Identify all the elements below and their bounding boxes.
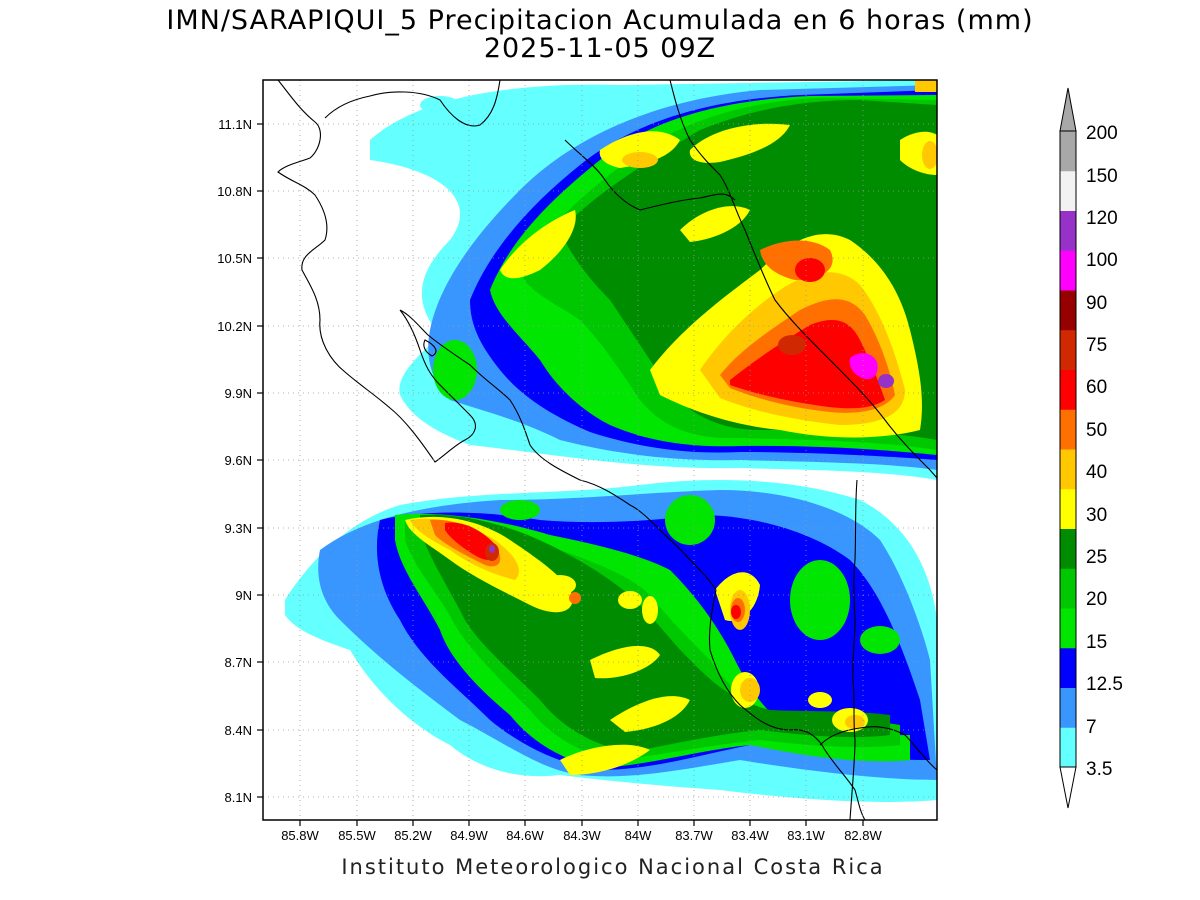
lon-tick-label: 84.3W [563, 828, 601, 843]
legend-color-cell [1060, 449, 1076, 490]
legend-level-label: 100 [1086, 250, 1118, 271]
legend-color-cell [1060, 250, 1076, 291]
legend-level-label: 30 [1086, 505, 1107, 526]
legend-color-cell [1060, 727, 1076, 768]
legend-color-cell [1060, 210, 1076, 251]
legend-level-label: 7 [1086, 717, 1097, 738]
legend-colorbar: 200 150 120 100 90 75 60 50 40 30 25 20 … [1059, 87, 1123, 809]
legend-color-cell [1060, 687, 1076, 728]
legend-level-label: 15 [1086, 632, 1107, 653]
lat-tick-label: 8.1N [225, 790, 252, 805]
lon-tick-label: 84.6W [506, 828, 544, 843]
lon-tick-label: 82.8W [844, 828, 882, 843]
legend-level-label: 60 [1086, 377, 1107, 398]
legend-color-cell [1060, 488, 1076, 529]
legend-level-label: 200 [1086, 123, 1118, 144]
lon-tick-label: 85.8W [281, 828, 319, 843]
legend-color-cell [1060, 568, 1076, 609]
lon-tick-label: 85.2W [394, 828, 432, 843]
map-datetime: 2025-11-05 09Z [483, 33, 717, 64]
legend-color-cell [1060, 608, 1076, 649]
lat-tick-label: 10.2N [217, 319, 252, 334]
lat-tick-label: 11.1N [218, 117, 252, 132]
legend-level-label: 75 [1086, 335, 1107, 356]
lat-tick-label: 10.5N [217, 251, 252, 266]
lat-tick-label: 10.8N [217, 184, 252, 199]
credit-text: Instituto Meteorologico Nacional Costa R… [341, 855, 885, 879]
lon-tick-label: 83.1W [787, 828, 825, 843]
legend-level-label: 90 [1086, 293, 1107, 314]
legend-color-cell [1060, 647, 1076, 688]
graticule [263, 80, 937, 820]
legend-color-cell [1060, 170, 1076, 211]
lon-tick-label: 84W [625, 828, 652, 843]
legend-color-cell [1060, 329, 1076, 370]
legend-level-label: 25 [1086, 547, 1107, 568]
legend-color-cell [1060, 290, 1076, 331]
lat-tick-label: 8.7N [225, 655, 252, 670]
legend-level-label: 12.5 [1086, 674, 1123, 695]
plot-frame [262, 79, 938, 821]
coastline [277, 80, 937, 820]
axis-ticks [257, 123, 864, 826]
legend-color-cell [1060, 528, 1076, 569]
legend-color-cell [1060, 369, 1076, 410]
lat-tick-label: 8.4N [225, 723, 252, 738]
lat-tick-label: 9N [235, 588, 252, 603]
legend-under-arrow [1059, 766, 1077, 809]
legend-level-label: 20 [1086, 589, 1107, 610]
legend-color-cell [1060, 409, 1076, 450]
lon-tick-label: 83.4W [731, 828, 769, 843]
legend-over-arrow [1059, 87, 1077, 132]
legend-color-cell [1060, 131, 1076, 172]
precipitation-field [285, 80, 937, 802]
lat-tick-label: 9.9N [225, 386, 252, 401]
lon-tick-label: 84.9W [450, 828, 488, 843]
lon-tick-label: 83.7W [675, 828, 713, 843]
legend-level-label: 120 [1086, 208, 1118, 229]
lat-tick-label: 9.3N [225, 521, 252, 536]
legend-level-label: 150 [1086, 166, 1118, 187]
lat-tick-label: 9.6N [225, 453, 252, 468]
legend-level-label: 50 [1086, 420, 1107, 441]
legend-level-label: 3.5 [1086, 759, 1112, 780]
map-title: IMN/SARAPIQUI_5 Precipitacion Acumulada … [166, 5, 1034, 36]
legend-level-label: 40 [1086, 462, 1107, 483]
lon-tick-label: 85.5W [338, 828, 376, 843]
